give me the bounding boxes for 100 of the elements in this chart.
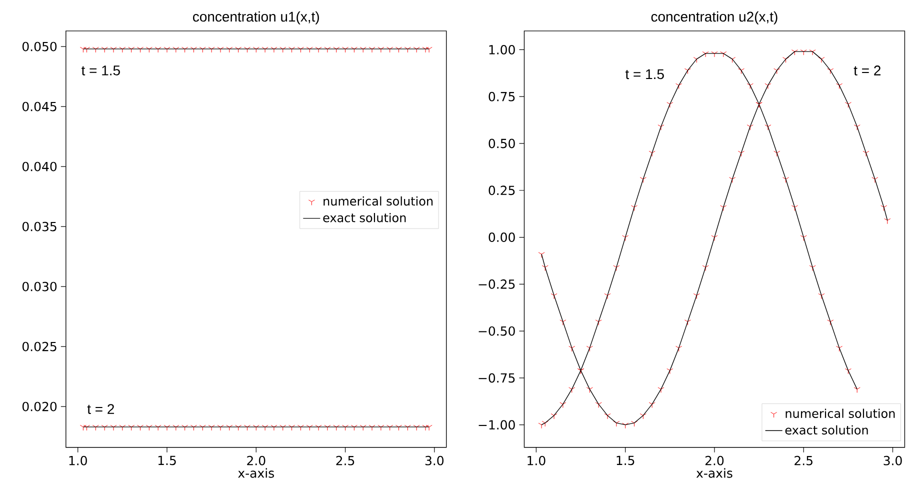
point bbox=[836, 83, 843, 89]
point bbox=[827, 320, 834, 326]
point bbox=[586, 346, 593, 352]
point bbox=[809, 49, 816, 56]
point bbox=[836, 346, 843, 352]
annotation: t = 2 bbox=[854, 65, 880, 76]
y-tick-label: −0.25 bbox=[478, 279, 515, 289]
y-tick-label: 0.050 bbox=[22, 42, 57, 52]
point bbox=[613, 265, 620, 271]
point bbox=[630, 205, 638, 211]
point bbox=[844, 102, 852, 108]
point bbox=[827, 68, 834, 74]
y-tick-label: 0.030 bbox=[22, 282, 57, 292]
x-tick-label: 1.0 bbox=[528, 456, 546, 466]
x-tick-label: 1.0 bbox=[69, 456, 87, 466]
point bbox=[800, 49, 807, 56]
point bbox=[854, 124, 860, 130]
y-tick-label: 0.035 bbox=[22, 222, 56, 232]
point bbox=[604, 293, 611, 300]
point bbox=[595, 320, 602, 326]
x-tick-label: 2.5 bbox=[336, 456, 354, 466]
point bbox=[862, 150, 870, 156]
point bbox=[604, 413, 611, 420]
point bbox=[711, 51, 718, 58]
point bbox=[630, 420, 638, 427]
point bbox=[648, 150, 656, 156]
point bbox=[782, 177, 790, 183]
point bbox=[738, 150, 744, 156]
x-tick-label: 2.0 bbox=[247, 456, 266, 466]
point bbox=[774, 68, 780, 74]
point bbox=[809, 265, 816, 271]
point bbox=[693, 293, 700, 300]
point bbox=[791, 205, 798, 211]
point bbox=[884, 218, 891, 224]
point bbox=[538, 422, 545, 428]
point bbox=[568, 346, 576, 352]
point bbox=[711, 235, 718, 241]
point bbox=[702, 265, 709, 271]
point bbox=[729, 177, 736, 183]
point bbox=[666, 102, 674, 108]
point bbox=[818, 293, 825, 300]
point bbox=[764, 124, 772, 130]
point bbox=[640, 413, 646, 420]
y-tick-label: 0.00 bbox=[488, 232, 515, 242]
point bbox=[560, 320, 566, 326]
point bbox=[746, 124, 754, 130]
y-tick-label: 1.00 bbox=[489, 44, 515, 54]
annotation: t = 2 bbox=[87, 404, 114, 414]
legend-label: numerical solution bbox=[786, 408, 895, 418]
point bbox=[738, 68, 744, 74]
legend-label: numerical solution bbox=[324, 196, 433, 206]
y-tick-label: 0.045 bbox=[22, 102, 56, 112]
y-tick-label: −0.50 bbox=[478, 326, 515, 336]
point bbox=[844, 368, 852, 374]
point bbox=[684, 320, 692, 326]
x-tick-label: 2.5 bbox=[794, 456, 812, 466]
point bbox=[613, 420, 620, 427]
y-tick-label: −1.00 bbox=[478, 420, 515, 430]
y-tick-label: 0.50 bbox=[488, 138, 515, 148]
point bbox=[542, 420, 548, 427]
point bbox=[542, 265, 548, 271]
point bbox=[800, 235, 807, 241]
point bbox=[676, 346, 682, 352]
point bbox=[782, 56, 790, 63]
x-tick-label: 2.0 bbox=[705, 456, 724, 466]
point bbox=[568, 387, 576, 393]
point bbox=[702, 51, 709, 58]
point bbox=[729, 56, 736, 63]
point bbox=[640, 177, 646, 183]
point bbox=[658, 387, 664, 393]
point bbox=[560, 402, 566, 408]
point bbox=[880, 205, 888, 211]
legend-label: exact solution bbox=[323, 212, 406, 222]
point bbox=[658, 124, 664, 130]
point bbox=[622, 235, 629, 241]
y-tick-label: 0.040 bbox=[22, 162, 57, 172]
x-tick-label: 1.5 bbox=[616, 456, 634, 466]
x-axis-title: x-axis bbox=[238, 468, 274, 478]
point bbox=[746, 83, 754, 89]
point bbox=[586, 387, 593, 393]
y-tick-label: −0.75 bbox=[478, 373, 515, 383]
chart-title: concentration u2(x,t) bbox=[651, 11, 778, 24]
y-tick-label: 0.025 bbox=[22, 342, 56, 352]
x-tick-label: 1.5 bbox=[158, 456, 176, 466]
x-tick-label: 3.0 bbox=[884, 456, 902, 466]
annotation: t = 1.5 bbox=[82, 66, 120, 76]
point bbox=[854, 387, 860, 393]
point bbox=[622, 422, 629, 428]
point bbox=[684, 68, 692, 74]
point bbox=[550, 293, 558, 300]
point bbox=[595, 402, 602, 408]
point bbox=[648, 402, 656, 408]
y-tick-label: 0.020 bbox=[22, 402, 57, 412]
point bbox=[676, 83, 682, 89]
point bbox=[764, 83, 772, 89]
legend-label: exact solution bbox=[785, 425, 868, 434]
point bbox=[774, 150, 780, 156]
annotation: t = 1.5 bbox=[625, 69, 664, 80]
chart-title: concentration u1(x,t) bbox=[193, 11, 319, 24]
point bbox=[872, 177, 878, 183]
